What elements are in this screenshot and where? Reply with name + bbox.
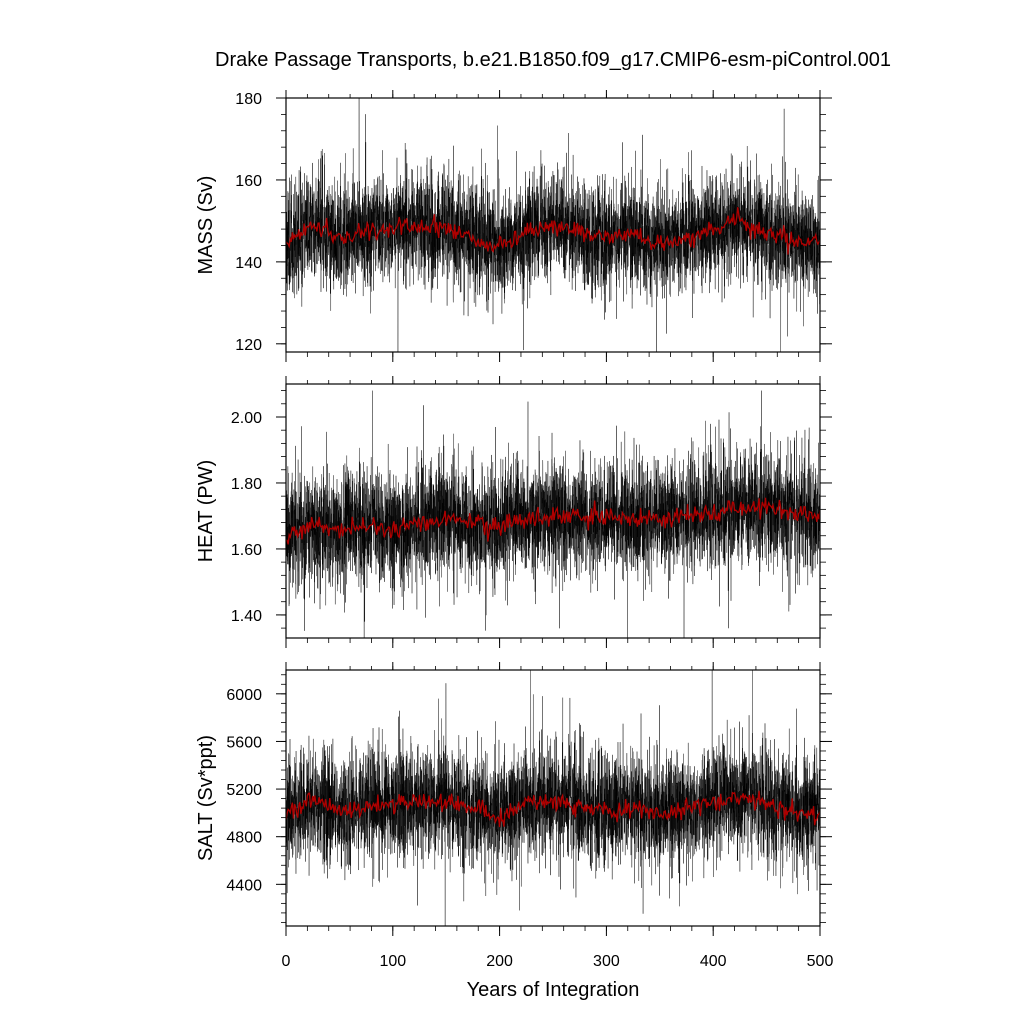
salt-xtick-label: 0 (282, 953, 291, 970)
mass-monthly-series-line (286, 98, 820, 352)
salt-y-axis-label: SALT (Sv*ppt) (195, 735, 217, 861)
salt-xtick-label: 400 (700, 953, 727, 970)
salt-plot-frame (285, 669, 821, 927)
salt-tick-layer: 4400 4800 5200 5600 6000 0 100 200 300 400 500 (226, 662, 833, 970)
mass-plot-frame (285, 97, 821, 353)
x-axis-label: Years of Integration (467, 979, 640, 1001)
salt-ytick-label: 5600 (226, 734, 262, 751)
mass-ytick-label: 140 (235, 255, 262, 272)
salt-ytick-label: 5200 (226, 782, 262, 799)
heat-monthly-series-line (286, 390, 820, 638)
mass-annual-mean-line (286, 207, 820, 255)
salt-xtick-label: 200 (486, 953, 513, 970)
mass-tick-layer: 120 140 160 180 (235, 90, 832, 362)
salt-xtick-label: 300 (593, 953, 620, 970)
heat-series-layer (286, 390, 820, 638)
salt-xtick-label: 500 (807, 953, 834, 970)
mass-ytick-label: 120 (235, 337, 262, 354)
mass-y-axis-label: MASS (Sv) (195, 176, 217, 275)
salt-ytick-label: 4800 (226, 830, 262, 847)
panel-heat: 1.40 1.60 1.80 2.00 HEAT (PW) (195, 376, 832, 648)
panel-salt: 4400 4800 5200 5600 6000 0 100 200 300 400 500 SAL… (195, 662, 833, 970)
heat-ytick-label: 1.40 (231, 608, 262, 625)
salt-series-layer (286, 670, 820, 926)
mass-series-layer (286, 98, 820, 352)
heat-annual-mean-line (286, 497, 820, 545)
salt-annual-mean-line (286, 790, 820, 828)
heat-ytick-label: 1.80 (231, 476, 262, 493)
heat-ytick-label: 1.60 (231, 542, 262, 559)
panel-mass: 120 140 160 180 MASS (Sv) (195, 90, 832, 362)
salt-ytick-label: 4400 (226, 877, 262, 894)
heat-y-axis-label: HEAT (PW) (195, 460, 217, 563)
heat-tick-layer: 1.40 1.60 1.80 2.00 (231, 376, 832, 648)
figure-title: Drake Passage Transports, b.e21.B1850.f0… (215, 49, 891, 71)
salt-ytick-label: 6000 (226, 687, 262, 704)
salt-xtick-label: 100 (379, 953, 406, 970)
mass-ytick-label: 180 (235, 91, 262, 108)
heat-plot-frame (285, 383, 821, 639)
salt-monthly-series-line (286, 670, 820, 926)
heat-ytick-label: 2.00 (231, 410, 262, 427)
mass-ytick-label: 160 (235, 173, 262, 190)
